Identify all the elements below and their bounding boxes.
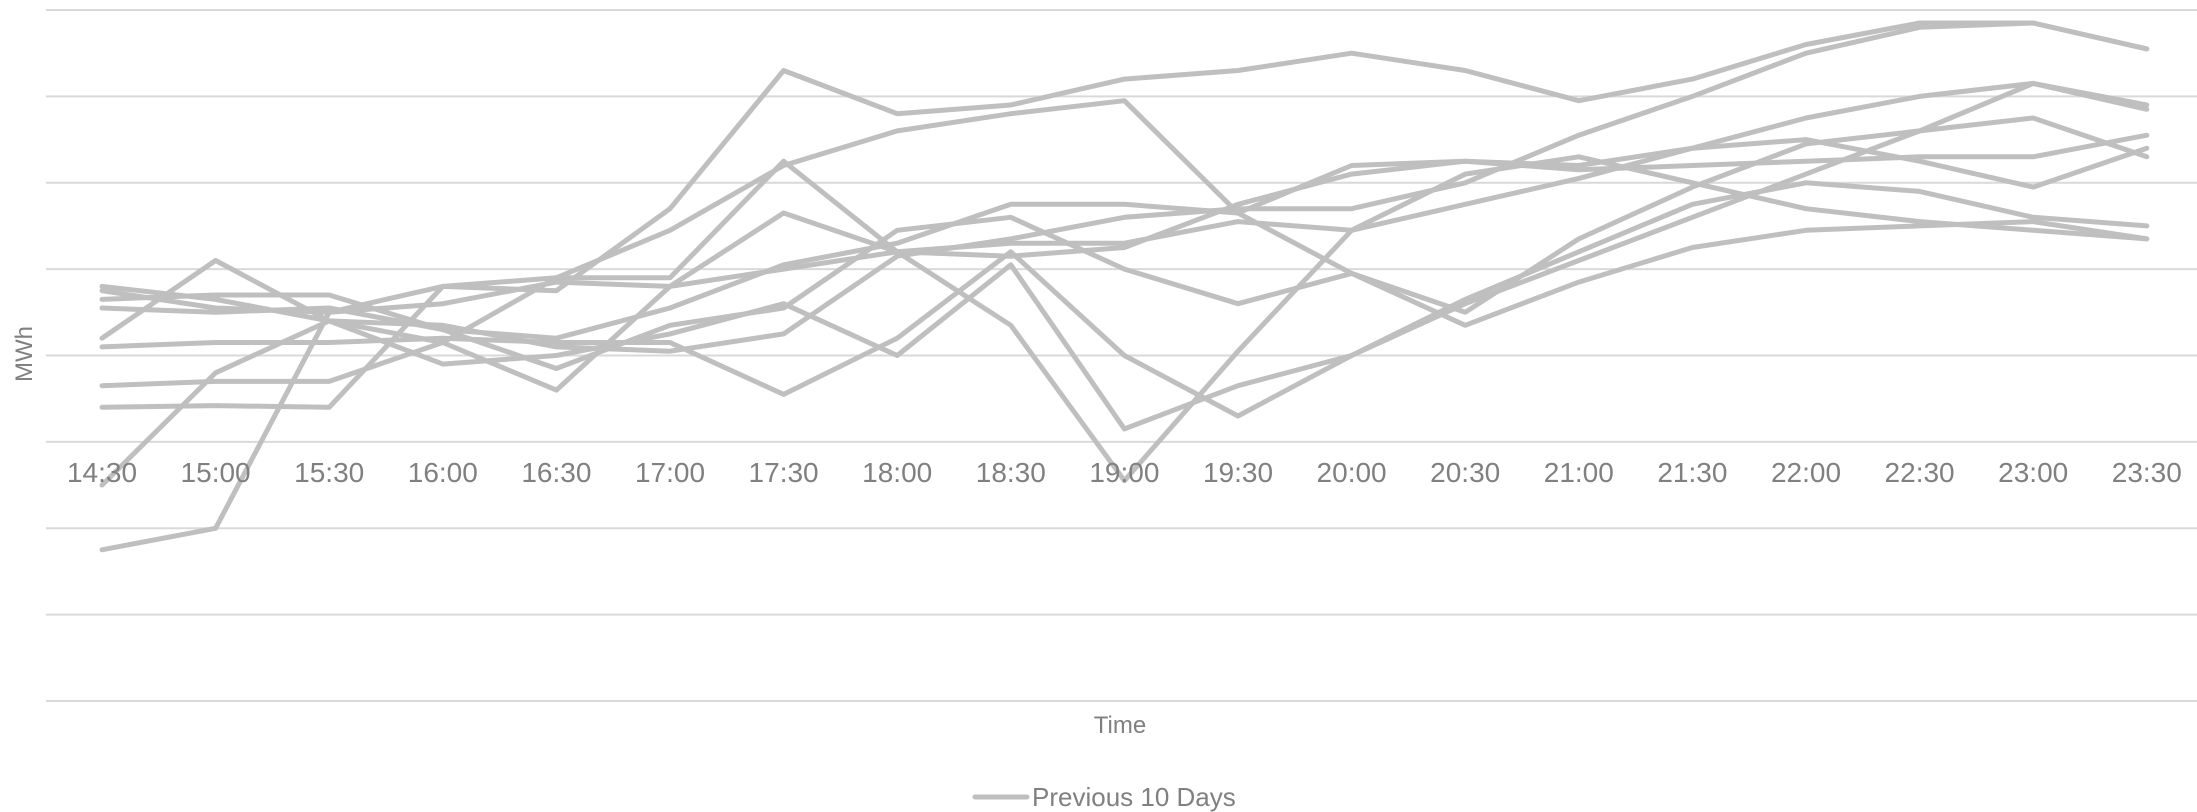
x-tick-label: 16:30 <box>521 457 591 488</box>
series-line-4 <box>99 20 2150 488</box>
x-tick-label: 15:00 <box>181 457 251 488</box>
series-lines <box>99 20 2150 553</box>
x-tick-labels: 14:30 15:00 15:30 16:00 16:30 17:00 17:30 18:00… <box>67 457 2182 488</box>
x-tick-label: 19:00 <box>1089 457 1159 488</box>
x-tick-label: 23:00 <box>1998 457 2068 488</box>
series-line-9 <box>99 98 2150 389</box>
legend: Previous 10 Days <box>972 782 1236 812</box>
x-tick-label: 15:30 <box>294 457 364 488</box>
series-line-6 <box>99 180 2150 419</box>
x-tick-label: 20:30 <box>1430 457 1500 488</box>
x-tick-label: 18:30 <box>976 457 1046 488</box>
x-tick-label: 14:30 <box>67 457 137 488</box>
legend-label: Previous 10 Days <box>1032 782 1236 812</box>
x-tick-label: 21:00 <box>1544 457 1614 488</box>
series-line-10 <box>99 20 2150 410</box>
x-axis-title: Time <box>1094 712 1146 739</box>
series-line-7 <box>99 80 2150 315</box>
y-axis-title: MWh <box>11 326 38 382</box>
x-tick-label: 17:30 <box>749 457 819 488</box>
x-tick-label: 22:30 <box>1885 457 1955 488</box>
series-line-5 <box>99 137 2150 553</box>
x-tick-label: 21:30 <box>1657 457 1727 488</box>
x-tick-label: 16:00 <box>408 457 478 488</box>
series-line-8 <box>99 132 2150 341</box>
x-tick-label: 22:00 <box>1771 457 1841 488</box>
series-line-2 <box>99 80 2150 432</box>
x-tick-label: 20:00 <box>1317 457 1387 488</box>
x-tick-label: 18:00 <box>862 457 932 488</box>
x-tick-label: 17:00 <box>635 457 705 488</box>
x-tick-label: 19:30 <box>1203 457 1273 488</box>
x-tick-label: 23:30 <box>2112 457 2182 488</box>
